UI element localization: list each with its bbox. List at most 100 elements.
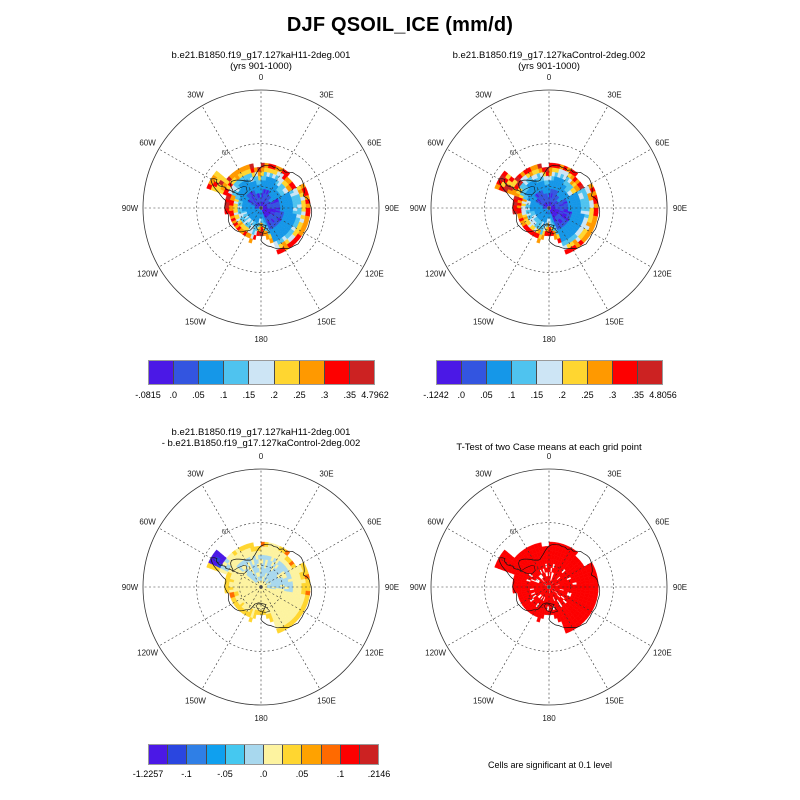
colorbar-swatch (302, 745, 322, 764)
meridian-line (548, 484, 609, 588)
longitude-label: 150W (473, 696, 494, 705)
colorbar-tick-label: .15 (530, 390, 544, 400)
page-title: DJF QSOIL_ICE (mm/d) (286, 14, 514, 36)
colorbar-case2[interactable]: -.1242 .0 .05 .1 .15 .2 .25 .3 .35 4.8056 (423, 360, 677, 400)
grid-cell (213, 170, 221, 178)
grid-cell (564, 627, 571, 634)
meridian-line (158, 527, 262, 588)
panel-ttest: T-Test of two Case means at each grid po… (408, 442, 690, 742)
grid-cell (276, 248, 283, 255)
meridian-line (260, 148, 364, 209)
grid-cell (249, 542, 255, 548)
grid-cell (213, 549, 221, 557)
grid-cell (580, 201, 586, 206)
latitude-circle (196, 143, 326, 273)
longitude-label: 120E (365, 270, 384, 279)
grid-cell (305, 207, 311, 213)
grid-cell (297, 586, 302, 591)
latitude-label: 60 (222, 151, 229, 157)
grid-cell (276, 627, 283, 634)
longitude-label: 60W (139, 518, 156, 527)
grid-cell (258, 175, 262, 181)
longitude-label: 150W (185, 696, 206, 705)
grid-cell (258, 558, 262, 564)
meridian-line (446, 148, 550, 209)
longitude-label: 30W (187, 470, 204, 479)
meridian-line (158, 586, 262, 647)
colorbar-swatch (244, 745, 265, 764)
meridian-line (548, 105, 609, 209)
grid-cell (580, 580, 586, 585)
filchner-ronne-outline (232, 186, 248, 195)
colorbar-swatch (224, 361, 250, 384)
grid-cell (301, 203, 307, 209)
meridian-line (548, 527, 652, 588)
panel-case1-title-line2: (yrs 901-1000) (230, 61, 292, 72)
colorbar-swatch (324, 361, 350, 384)
grid-cell (292, 580, 298, 585)
grid-cell (260, 167, 265, 172)
grid-cell (564, 248, 571, 255)
colorbar-difference[interactable]: -1.2257 -.1 -.05 .0 .05 .1 .2146 (133, 744, 390, 779)
longitude-label: 90E (673, 204, 687, 213)
colorbar-tick-label: .0 (259, 769, 268, 779)
grid-cell (265, 613, 270, 619)
grid-cell (545, 550, 550, 556)
meridian-line (260, 207, 321, 311)
longitude-label: 150E (605, 696, 624, 705)
grid-cell (593, 203, 599, 209)
grid-cell (588, 578, 595, 584)
longitude-label: 30E (607, 470, 621, 479)
grid-cell (284, 584, 290, 588)
grid-cell (284, 205, 290, 209)
colorbar-swatch (340, 745, 360, 764)
grid-cell (269, 237, 274, 244)
latitude-circle (239, 186, 283, 230)
grid-cell (580, 204, 586, 209)
grid-cell (546, 179, 550, 185)
longitude-label: 60E (655, 139, 669, 148)
colorbar-case1[interactable]: -.0815 .0 .05 .1 .15 .2 .25 .3 .35 4.7962 (135, 360, 389, 400)
coastline (210, 164, 313, 250)
filchner-ronne-outline (520, 186, 536, 195)
grid-cell (305, 203, 311, 209)
meridian-line (158, 207, 262, 268)
colorbar-tick-label: .35 (631, 390, 645, 400)
map-case2[interactable]: 0 30E 60E 90E 120E 150E 180 150W 120W 90W 60W 30W 60 (410, 73, 687, 361)
meridian-line (201, 484, 262, 588)
colorbar-swatch (359, 745, 379, 764)
colorbar-tick-label: .2146 (367, 769, 391, 779)
map-difference[interactable]: 0 30E 60E 90E 120E 150E 180 150W 120W 90W 60W 30W 60 (122, 452, 399, 740)
longitude-label: 90W (410, 204, 427, 213)
map-ttest-svg: 0 30E 60E 90E 120E 150E 180 150W 120W 90W 60W 30W 60 (410, 452, 687, 723)
colorbar-swatch (562, 361, 588, 384)
map-case2-svg: 0 30E 60E 90E 120E 150E 180 150W 120W 90W 60W 30W 60 (410, 73, 687, 344)
map-difference-svg: 0 30E 60E 90E 120E 150E 180 150W 120W 90W 60W 30W 60 (122, 452, 399, 723)
longitude-label: 0 (259, 452, 264, 461)
colorbar-tick-label: -.1242 (423, 390, 449, 400)
longitude-label: 120E (653, 270, 672, 279)
colorbar-swatch (168, 745, 188, 764)
map-outer-circle (142, 468, 380, 706)
map-outer-circle (142, 89, 380, 327)
colorbar-difference-strip (148, 744, 379, 765)
coastline (498, 164, 601, 250)
panel-difference-title-line1: b.e21.B1850.f19_g17.127kaH11-2deg.001 (171, 427, 351, 438)
grid-cell (572, 205, 578, 209)
longitude-label: 0 (259, 73, 264, 82)
latitude-label: 60 (510, 530, 517, 536)
colorbar-tick-label: -1.2257 (132, 769, 164, 779)
map-ttest[interactable]: 0 30E 60E 90E 120E 150E 180 150W 120W 90W 60W 30W 60 (410, 452, 687, 740)
colorbar-tick-label: -.0815 (135, 390, 161, 400)
grid-cell (269, 616, 274, 623)
colorbar-case1-strip (148, 360, 375, 385)
grid-cell (228, 586, 234, 590)
meridian-line (260, 484, 321, 588)
colorbar-tick-label: .2 (558, 390, 566, 400)
grid-cell (257, 550, 262, 556)
colorbar-swatch (149, 745, 169, 764)
grid-cell (589, 582, 595, 588)
colorbar-case2-strip (436, 360, 663, 385)
map-case1[interactable]: 0 30E 60E 90E 120E 150E 180 150W 120W 90W 60W 30W 60 (122, 73, 399, 361)
